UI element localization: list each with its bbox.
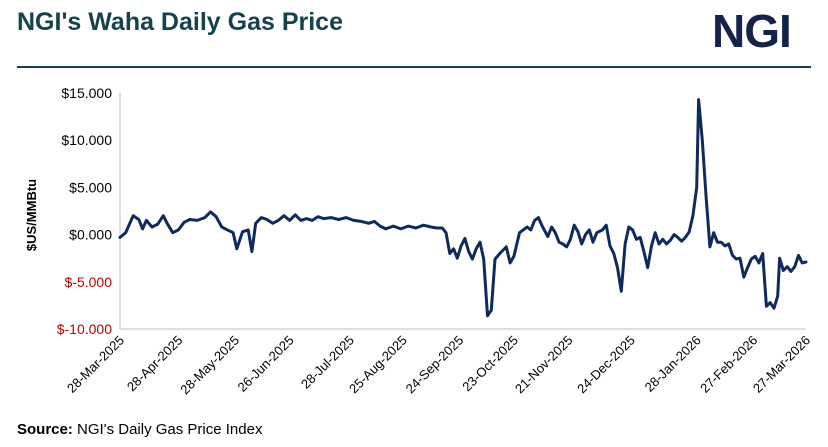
x-tick-label: 21-Nov-2025: [512, 333, 576, 397]
y-tick-label: $5.000: [69, 179, 112, 195]
price-chart: $15.000 $10.000 $5.000 $0.000 $-5.000 $-10.00…: [24, 85, 813, 398]
y-tick-label: $-5.000: [65, 274, 113, 290]
source-text: NGI's Daily Gas Price Index: [77, 421, 263, 438]
y-tick-label: $10.000: [61, 132, 112, 148]
header-divider: [17, 66, 811, 68]
chart-title: NGI's Waha Daily Gas Price: [17, 8, 343, 36]
x-tick-label: 28-Mar-2025: [64, 333, 127, 396]
x-tick-label: 28-Apr-2025: [124, 333, 186, 395]
price-series-line: [118, 98, 808, 318]
x-tick-label: 27-Mar-2026: [750, 333, 813, 396]
x-tick-label: 28-Jan-2026: [642, 333, 704, 395]
x-tick-label: 28-May-2025: [177, 333, 242, 398]
x-tick-label: 24-Dec-2025: [574, 333, 638, 397]
y-axis-label: $US/MMBtu: [24, 179, 39, 251]
source-label: Source:: [17, 421, 73, 438]
y-tick-label: $15.000: [61, 85, 112, 101]
x-tick-labels: 28-Mar-202528-Apr-202528-May-202526-Jun-…: [64, 333, 813, 398]
y-tick-label: $-10.000: [57, 321, 112, 337]
source-note: Source: NGI's Daily Gas Price Index: [17, 421, 262, 438]
ngi-logo: NGI: [712, 5, 792, 57]
x-tick-label: 24-Sep-2025: [403, 333, 467, 397]
y-tick-labels: $15.000 $10.000 $5.000 $0.000 $-5.000 $-10.00…: [57, 85, 112, 337]
y-tick-label: $0.000: [69, 227, 112, 243]
x-tick-label: 26-Jun-2025: [235, 333, 297, 395]
